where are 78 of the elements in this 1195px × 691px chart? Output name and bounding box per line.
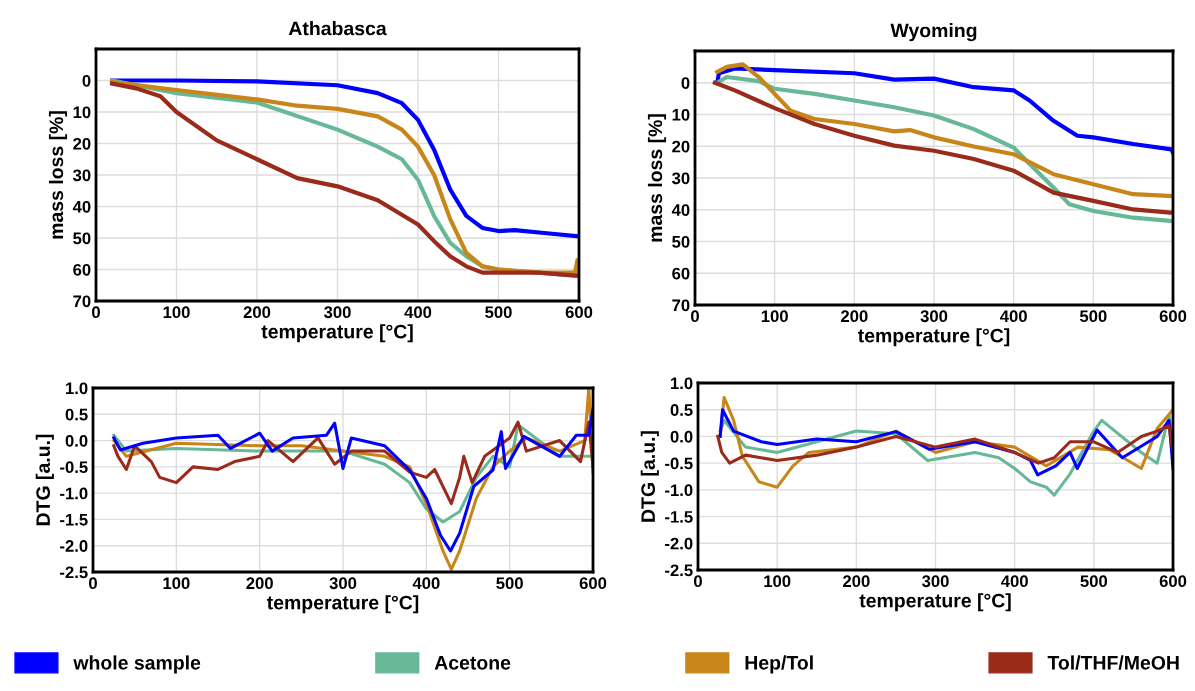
y-tick-label: -2.5 — [665, 564, 693, 577]
y-tick-label: 0.0 — [670, 430, 693, 443]
x-tick-label: 100 — [764, 575, 791, 588]
x-tick-label: 500 — [485, 306, 512, 319]
y-tick-label: -1.0 — [665, 484, 693, 497]
line-series — [715, 66, 1173, 155]
x-tick-label: 100 — [163, 577, 190, 590]
y-axis-title: mass loss [%] — [647, 114, 667, 242]
y-tick-label: 60 — [73, 263, 91, 276]
y-tick-label: -2.0 — [665, 537, 693, 550]
y-axis-title: DTG [a.u.] — [35, 434, 54, 526]
y-tick-label: 40 — [671, 204, 690, 216]
y-tick-label: 10 — [672, 108, 690, 121]
y-tick-label: 1.0 — [66, 382, 88, 395]
y-tick-label: 30 — [72, 169, 91, 182]
line-series — [112, 420, 593, 506]
y-tick-label: 20 — [672, 140, 690, 153]
x-tick-label: 200 — [243, 306, 271, 319]
chart-title: Wyoming — [890, 23, 977, 42]
x-tick-label: 400 — [412, 577, 440, 590]
y-tick-label: -1.5 — [60, 514, 88, 526]
x-tick-label: 100 — [761, 310, 788, 323]
x-axis-title: temperature [°C] — [859, 593, 1011, 612]
x-tick-label: 300 — [323, 306, 351, 319]
x-tick-label: 600 — [565, 306, 593, 319]
y-tick-label: -0.5 — [665, 457, 693, 470]
x-tick-label: 300 — [921, 575, 949, 588]
x-tick-label: 0 — [92, 306, 100, 319]
line-series — [715, 62, 1173, 199]
legend-label: whole sample — [73, 655, 201, 674]
x-axis-title: temperature [°C] — [266, 595, 419, 614]
line-series — [110, 78, 579, 239]
x-tick-label: 200 — [246, 577, 273, 590]
y-axis-title: DTG [a.u.] — [640, 431, 659, 522]
y-tick-label: 0.5 — [65, 408, 88, 421]
x-tick-label: 500 — [496, 577, 523, 590]
x-tick-label: 0 — [694, 575, 702, 588]
y-tick-label: 60 — [672, 267, 690, 280]
y-tick-label: 0 — [82, 74, 91, 87]
y-tick-label: 40 — [72, 200, 91, 213]
y-tick-label: 70 — [73, 295, 91, 308]
x-tick-label: 600 — [1159, 310, 1187, 323]
x-axis-title: temperature [°C] — [857, 328, 1010, 347]
x-axis-title: temperature [°C] — [261, 324, 413, 343]
x-tick-label: 500 — [1079, 310, 1107, 323]
x-tick-label: 100 — [163, 306, 190, 319]
x-tick-label: 600 — [1159, 575, 1187, 588]
x-tick-label: 400 — [404, 306, 432, 319]
x-tick-label: 300 — [329, 577, 357, 590]
x-tick-label: 300 — [920, 310, 948, 323]
x-tick-label: 600 — [579, 577, 607, 590]
legend-label: Hep/Tol — [745, 655, 813, 674]
line-series — [716, 424, 1173, 465]
y-tick-label: -1.5 — [665, 511, 693, 523]
y-tick-label: 1.0 — [671, 377, 693, 390]
y-axis-title: mass loss [%] — [48, 111, 68, 239]
y-tick-label: -2.5 — [60, 566, 88, 579]
y-tick-label: 0 — [681, 77, 690, 89]
y-tick-label: 30 — [671, 172, 690, 185]
x-tick-label: 500 — [1080, 575, 1108, 588]
line-series — [112, 407, 593, 553]
legend-label: Acetone — [434, 656, 511, 670]
x-tick-label: 400 — [1001, 575, 1028, 588]
x-tick-label: 200 — [841, 310, 868, 323]
x-tick-label: 200 — [843, 575, 870, 588]
y-tick-label: 70 — [672, 299, 690, 312]
y-tick-label: 0.0 — [65, 434, 88, 447]
y-tick-label: -0.5 — [60, 461, 88, 474]
y-tick-label: 10 — [73, 106, 91, 119]
y-tick-label: 50 — [73, 232, 91, 245]
y-tick-label: 50 — [672, 235, 690, 248]
chart-title: Athabasca — [288, 21, 387, 36]
y-tick-label: -2.0 — [60, 540, 88, 552]
x-tick-label: 400 — [1000, 310, 1027, 323]
y-tick-label: 0.5 — [670, 404, 693, 416]
y-tick-label: 20 — [73, 137, 91, 150]
legend-label: Tol/THF/MeOH — [1047, 655, 1179, 670]
y-tick-label: -1.0 — [60, 487, 88, 500]
